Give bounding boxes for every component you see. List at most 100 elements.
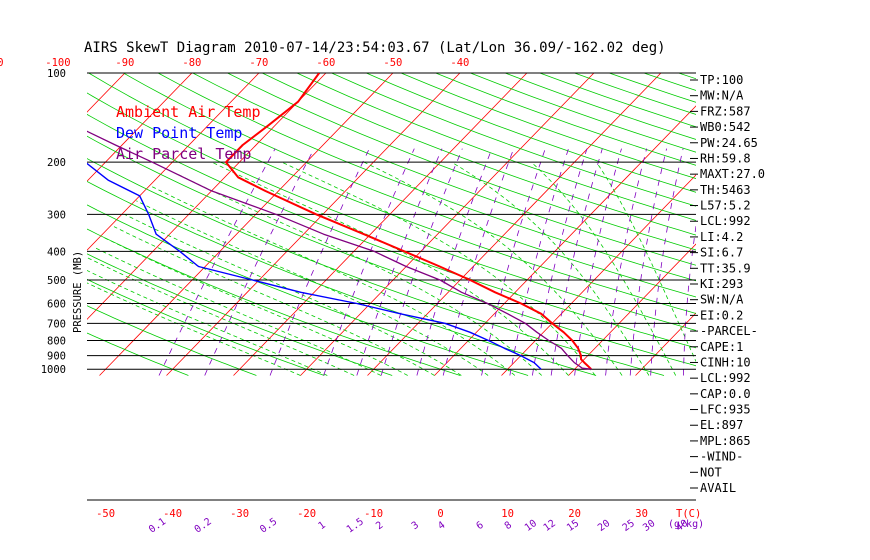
mixing-ratio-line: [356, 148, 443, 376]
dry-adiabat-line: [87, 332, 189, 376]
index-label: TT:35.9: [700, 261, 751, 275]
bottom-temp-tick-label: 0: [437, 508, 443, 520]
top-temp-tick-label: -100: [45, 57, 70, 69]
mixing-ratio-line: [269, 148, 370, 376]
moist-adiabat-line: [596, 161, 696, 363]
dry-adiabat-line: [87, 113, 696, 349]
index-label: WB0:542: [700, 120, 751, 134]
mixing-ratio-label: 0.2: [193, 516, 214, 535]
index-label: LI:4.2: [700, 230, 743, 244]
bottom-temp-tick-label: -10: [364, 508, 383, 520]
moist-adiabat-line: [87, 257, 355, 376]
isotherm-line: [166, 73, 461, 376]
mixing-ratio-unit-label: (g/kg): [668, 519, 704, 530]
moist-adiabat-line: [104, 237, 408, 376]
index-label: LCL:992: [700, 371, 751, 385]
index-label: EL:897: [700, 418, 743, 432]
pressure-tick-label: 800: [47, 335, 66, 347]
dry-adiabat-line: [435, 73, 696, 166]
mixing-ratio-line: [416, 148, 493, 376]
moist-adiabat-line: [363, 161, 623, 376]
moist-adiabat-line: [531, 161, 677, 376]
dry-adiabat-line: [331, 73, 696, 207]
mixing-ratio-label: 1.5: [345, 516, 366, 535]
mixing-ratio-line: [509, 148, 569, 376]
isotherm-line: [300, 73, 595, 376]
index-label: SI:6.7: [700, 246, 743, 260]
mixing-ratio-label: 30: [641, 518, 657, 534]
chart-title: AIRS SkewT Diagram 2010-07-14/23:54:03.6…: [84, 40, 666, 56]
index-label: EI:0.2: [700, 308, 743, 322]
index-label: AVAIL: [700, 481, 736, 495]
series-dew-point-temp: [87, 162, 542, 370]
index-label: -WIND-: [700, 450, 743, 464]
index-label: CAP:0.0: [700, 387, 751, 401]
bottom-temp-tick-label: -20: [297, 508, 316, 520]
mixing-ratio-line: [380, 148, 463, 376]
moist-adiabat-line: [95, 247, 382, 376]
mixing-ratio-line: [323, 148, 415, 376]
legend-air-parcel-temp: Air Parcel Temp: [116, 145, 251, 163]
dry-adiabat-line: [87, 92, 696, 331]
dry-adiabat-line: [87, 204, 529, 376]
index-label: TH:5463: [700, 183, 751, 197]
top-temp-tick-label: -90: [115, 57, 134, 69]
moist-adiabat-line: [177, 174, 542, 376]
index-label: SW:N/A: [700, 293, 744, 307]
pressure-tick-label: 700: [47, 318, 66, 330]
bottom-temp-tick-label: 30: [635, 508, 648, 520]
index-label: MAXT:27.0: [700, 167, 765, 181]
isotherm-line: [87, 73, 327, 320]
isotherm-line: [501, 174, 696, 376]
top-temp-tick-label: -70: [249, 57, 268, 69]
mixing-ratio-label: 20: [596, 518, 612, 534]
moist-adiabat-line: [87, 270, 328, 376]
dry-adiabat-line: [192, 73, 696, 266]
dry-adiabat-line: [87, 158, 665, 376]
x-axis-unit-label: T(C): [676, 508, 701, 520]
dry-adiabat-line: [87, 135, 696, 367]
index-label: CAPE:1: [700, 340, 743, 354]
dry-adiabat-line: [400, 73, 696, 180]
isotherm-line: [837, 73, 870, 375]
mixing-ratio-line: [442, 148, 515, 376]
moist-adiabat-line: [124, 213, 462, 376]
isotherm-line: [770, 73, 870, 375]
dry-adiabat-line: [87, 305, 257, 376]
mixing-ratio-label: 15: [565, 518, 581, 534]
bottom-temp-tick-label: -40: [163, 508, 182, 520]
pressure-tick-label: 100: [47, 68, 66, 80]
dry-adiabat-line: [87, 180, 597, 376]
pressure-tick-label: 600: [47, 298, 66, 310]
moist-adiabat-line: [87, 282, 301, 376]
mixing-ratio-label: 12: [542, 518, 558, 534]
isotherm-line: [99, 73, 394, 376]
profile-lines: [87, 73, 592, 370]
mixing-ratio-label: 4: [436, 520, 447, 532]
dry-adiabat-line: [87, 278, 325, 376]
series-ambient-air-temp: [225, 73, 592, 370]
index-label: MPL:865: [700, 434, 751, 448]
index-label: FRZ:587: [700, 104, 751, 118]
top-temp-tick-label: -50: [383, 57, 402, 69]
mixing-ratio-label: 25: [621, 518, 637, 534]
dry-adiabat-line: [123, 73, 696, 298]
moist-adiabat-line: [149, 185, 516, 376]
pressure-tick-label: 500: [47, 275, 66, 287]
index-label: PW:24.65: [700, 136, 758, 150]
pressure-tick-label: 400: [47, 246, 66, 258]
pressure-tick-label: 900: [47, 351, 66, 363]
pressure-tick-label: 300: [47, 209, 66, 221]
legend-dew-point-temp: Dew Point Temp: [116, 124, 242, 142]
index-label: -PARCEL-: [700, 324, 758, 338]
dry-adiabat-line: [227, 73, 696, 251]
dry-adiabat-line: [157, 73, 696, 282]
moist-adiabat-line: [451, 161, 650, 376]
dry-adiabat-line: [296, 73, 696, 221]
index-label: LFC:935: [700, 403, 751, 417]
isobar-lines: [87, 72, 696, 501]
bottom-temp-tick-label: 10: [501, 508, 514, 520]
index-label: MW:N/A: [700, 89, 744, 103]
